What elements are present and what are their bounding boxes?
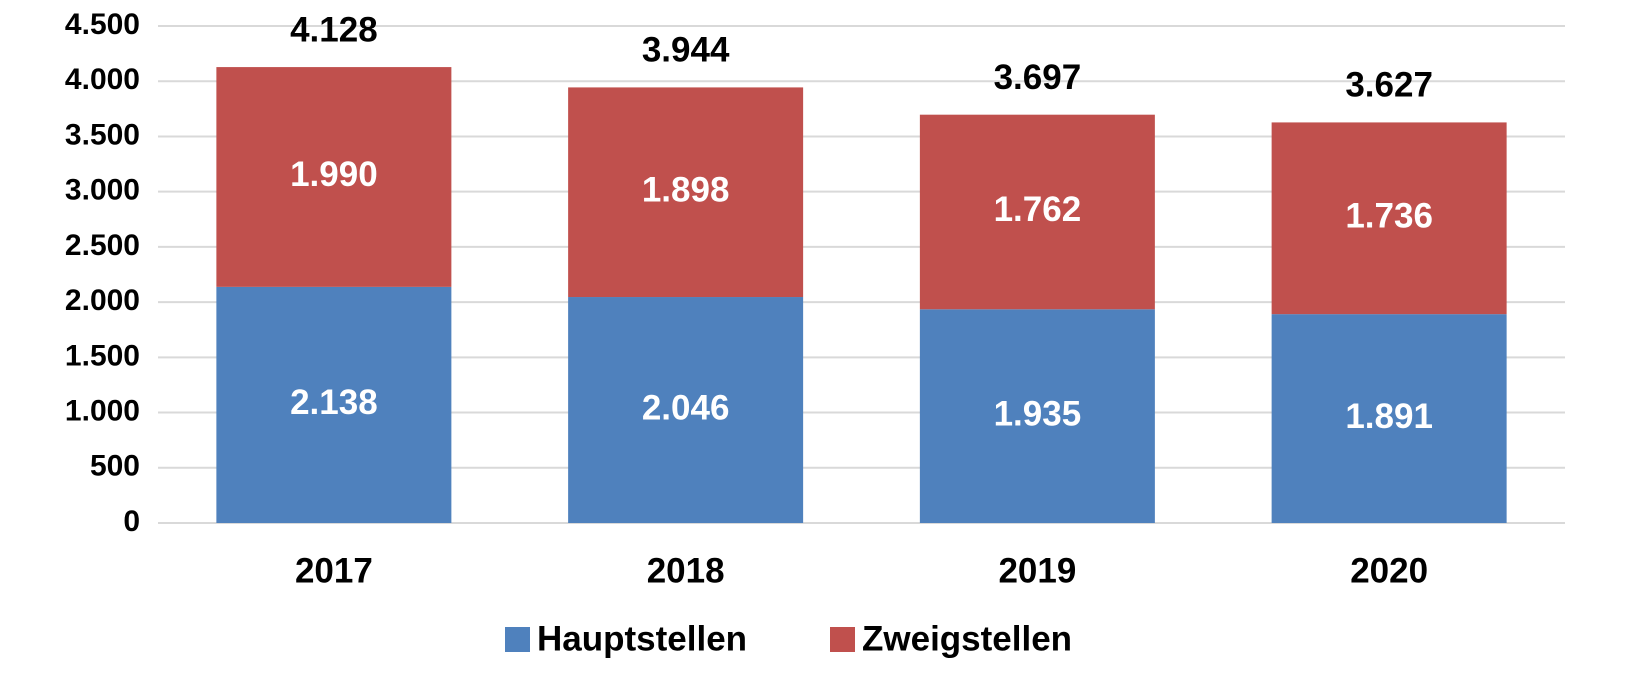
- total-label: 4.128: [290, 10, 378, 49]
- y-tick-label: 4.500: [65, 8, 140, 41]
- x-tick-label: 2017: [295, 551, 373, 590]
- y-tick-label: 2.000: [65, 284, 140, 317]
- x-tick-label: 2020: [1350, 551, 1428, 590]
- value-label: 1.990: [290, 155, 378, 194]
- bar-segment: [919, 309, 1155, 523]
- bar-segment: [216, 67, 452, 287]
- value-label: 1.736: [1345, 197, 1433, 236]
- y-tick-label: 500: [90, 450, 140, 483]
- bar-segment: [1271, 314, 1507, 523]
- x-tick-label: 2019: [998, 551, 1076, 590]
- value-label: 1.935: [994, 394, 1082, 433]
- total-label: 3.697: [994, 58, 1082, 97]
- legend-label: Zweigstellen: [862, 619, 1072, 658]
- y-tick-label: 3.500: [65, 118, 140, 151]
- value-label: 2.138: [290, 383, 378, 422]
- legend-swatch: [830, 627, 855, 652]
- bar-segment: [1271, 122, 1507, 315]
- value-label: 1.898: [642, 170, 730, 209]
- bar-segment: [568, 297, 804, 523]
- bar-segment: [216, 286, 452, 523]
- y-tick-label: 0: [123, 505, 140, 538]
- y-tick-label: 4.000: [65, 63, 140, 96]
- bar-segment: [919, 114, 1155, 310]
- y-tick-label: 1.000: [65, 394, 140, 427]
- y-tick-label: 3.000: [65, 174, 140, 207]
- x-tick-label: 2018: [647, 551, 725, 590]
- total-label: 3.944: [642, 31, 730, 70]
- value-label: 1.891: [1345, 397, 1433, 436]
- value-label: 2.046: [642, 388, 730, 427]
- total-label: 3.627: [1345, 66, 1433, 105]
- legend-swatch: [505, 627, 530, 652]
- value-label: 1.762: [994, 190, 1082, 229]
- legend-label: Hauptstellen: [537, 619, 747, 658]
- y-tick-label: 1.500: [65, 339, 140, 372]
- y-tick-label: 2.500: [65, 229, 140, 262]
- bar-segment: [568, 87, 804, 298]
